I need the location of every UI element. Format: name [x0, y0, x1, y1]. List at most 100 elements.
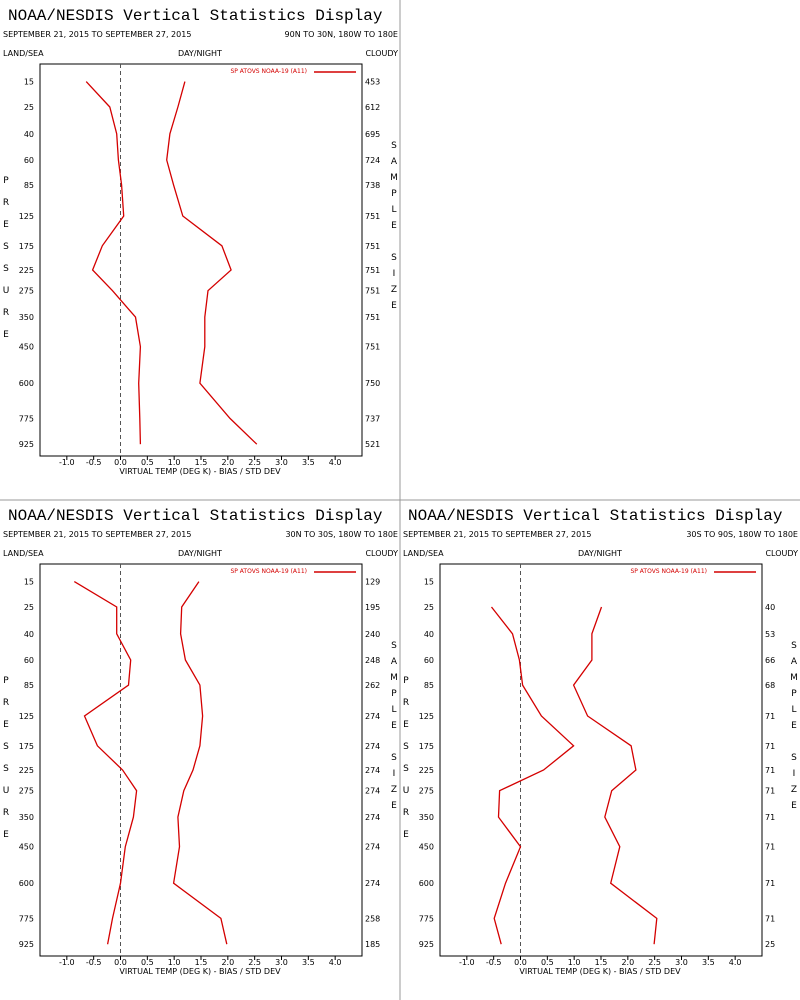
sample-size: 274 [365, 813, 380, 822]
y-tick-label: 85 [24, 681, 34, 690]
sample-size: 695 [365, 130, 380, 139]
x-tick-label: 0.0 [114, 958, 127, 967]
y-tick-label: 600 [19, 879, 34, 888]
x-tick-label: 3.0 [675, 958, 688, 967]
column-label: CLOUDY [365, 49, 398, 58]
x-axis-label: VIRTUAL TEMP (DEG K) - BIAS / STD DEV [119, 967, 281, 976]
x-tick-label: -0.5 [86, 458, 102, 467]
sample-size: 71 [765, 712, 775, 721]
chart-title: NOAA/NESDIS Vertical Statistics Display [408, 507, 783, 525]
y-tick-label: 775 [19, 914, 34, 923]
x-tick-label: 3.5 [302, 958, 315, 967]
x-tick-label: 0.5 [541, 958, 554, 967]
y-tick-label: 275 [19, 787, 34, 796]
sample-size: 25 [765, 940, 775, 949]
x-tick-label: 0.5 [141, 958, 154, 967]
x-tick-label: 3.0 [275, 458, 288, 467]
x-axis-label: VIRTUAL TEMP (DEG K) - BIAS / STD DEV [119, 467, 281, 476]
x-tick-label: -0.5 [486, 958, 502, 967]
sample-size: 240 [365, 630, 380, 639]
x-tick-label: 1.0 [568, 958, 581, 967]
sample-size: 724 [365, 156, 380, 165]
chart-panel: NOAA/NESDIS Vertical Statistics Display S… [1, 7, 399, 476]
y-tick-label: 125 [19, 712, 34, 721]
y-tick-label: 925 [19, 940, 34, 949]
chart-title: NOAA/NESDIS Vertical Statistics Display [8, 507, 383, 525]
sample-size: 751 [365, 287, 380, 296]
y2-axis-label: SAMPLE SIZE [789, 641, 799, 817]
bias-line [490, 606, 575, 945]
sample-size: 68 [765, 681, 775, 690]
column-label: LAND/SEA [3, 549, 44, 558]
sample-size: 71 [765, 914, 775, 923]
y-tick-label: 450 [19, 343, 34, 352]
y-axis-label: PRESSURE [401, 676, 411, 852]
y-tick-label: 925 [419, 940, 434, 949]
std-dev-line [166, 81, 258, 445]
y-tick-label: 25 [24, 603, 34, 612]
y-tick-label: 225 [19, 266, 34, 275]
y-tick-label: 350 [19, 313, 34, 322]
sample-size: 274 [365, 843, 380, 852]
x-tick-label: -1.0 [59, 458, 75, 467]
std-dev-line [172, 581, 228, 945]
y-tick-label: 15 [24, 578, 34, 587]
date-range: SEPTEMBER 21, 2015 TO SEPTEMBER 27, 2015 [3, 530, 191, 539]
sample-size: 751 [365, 343, 380, 352]
sample-size: 738 [365, 181, 380, 190]
bias-line [73, 581, 138, 945]
sample-size: 71 [765, 766, 775, 775]
x-tick-label: 1.0 [168, 958, 181, 967]
y-tick-label: 40 [424, 630, 434, 639]
sample-size: 274 [365, 766, 380, 775]
column-label: DAY/NIGHT [178, 549, 222, 558]
y-tick-label: 600 [419, 879, 434, 888]
column-label: CLOUDY [365, 549, 398, 558]
y-tick-label: 85 [424, 681, 434, 690]
x-tick-label: -1.0 [59, 958, 75, 967]
x-tick-label: 2.0 [221, 958, 234, 967]
sample-size: 274 [365, 787, 380, 796]
sample-size: 40 [765, 603, 775, 612]
y-tick-label: 40 [24, 630, 34, 639]
y-tick-label: 125 [419, 712, 434, 721]
y-axis-label: PRESSURE [1, 676, 11, 852]
y-tick-label: 275 [19, 287, 34, 296]
y-tick-label: 925 [19, 440, 34, 449]
x-tick-label: 1.5 [195, 458, 208, 467]
column-label: DAY/NIGHT [578, 549, 622, 558]
sample-size: 53 [765, 630, 775, 639]
y-tick-label: 450 [419, 843, 434, 852]
x-tick-label: 2.5 [248, 458, 261, 467]
sample-size: 751 [365, 212, 380, 221]
sample-size: 612 [365, 103, 380, 112]
y-tick-label: 60 [424, 656, 434, 665]
sample-size: 262 [365, 681, 380, 690]
plot-frame [39, 63, 363, 457]
bias-line [85, 81, 142, 445]
y-tick-label: 25 [424, 603, 434, 612]
y-tick-label: 350 [419, 813, 434, 822]
sample-size: 751 [365, 266, 380, 275]
y-tick-label: 600 [19, 379, 34, 388]
y-tick-label: 175 [19, 242, 34, 251]
sample-size: 750 [365, 379, 380, 388]
sample-size: 274 [365, 712, 380, 721]
x-tick-label: 3.0 [275, 958, 288, 967]
sample-size: 751 [365, 242, 380, 251]
sample-size: 129 [365, 578, 380, 587]
x-tick-label: 4.0 [329, 458, 342, 467]
y-tick-label: 775 [19, 414, 34, 423]
sample-size: 737 [365, 414, 380, 423]
sample-size: 71 [765, 879, 775, 888]
x-tick-label: 1.0 [168, 458, 181, 467]
column-label: LAND/SEA [3, 49, 44, 58]
date-range: SEPTEMBER 21, 2015 TO SEPTEMBER 27, 2015 [403, 530, 591, 539]
sample-size: 521 [365, 440, 380, 449]
y-tick-label: 350 [19, 813, 34, 822]
y-tick-label: 15 [424, 578, 434, 587]
x-tick-label: 0.0 [514, 958, 527, 967]
chart-panel: NOAA/NESDIS Vertical Statistics Display S… [1, 507, 399, 976]
